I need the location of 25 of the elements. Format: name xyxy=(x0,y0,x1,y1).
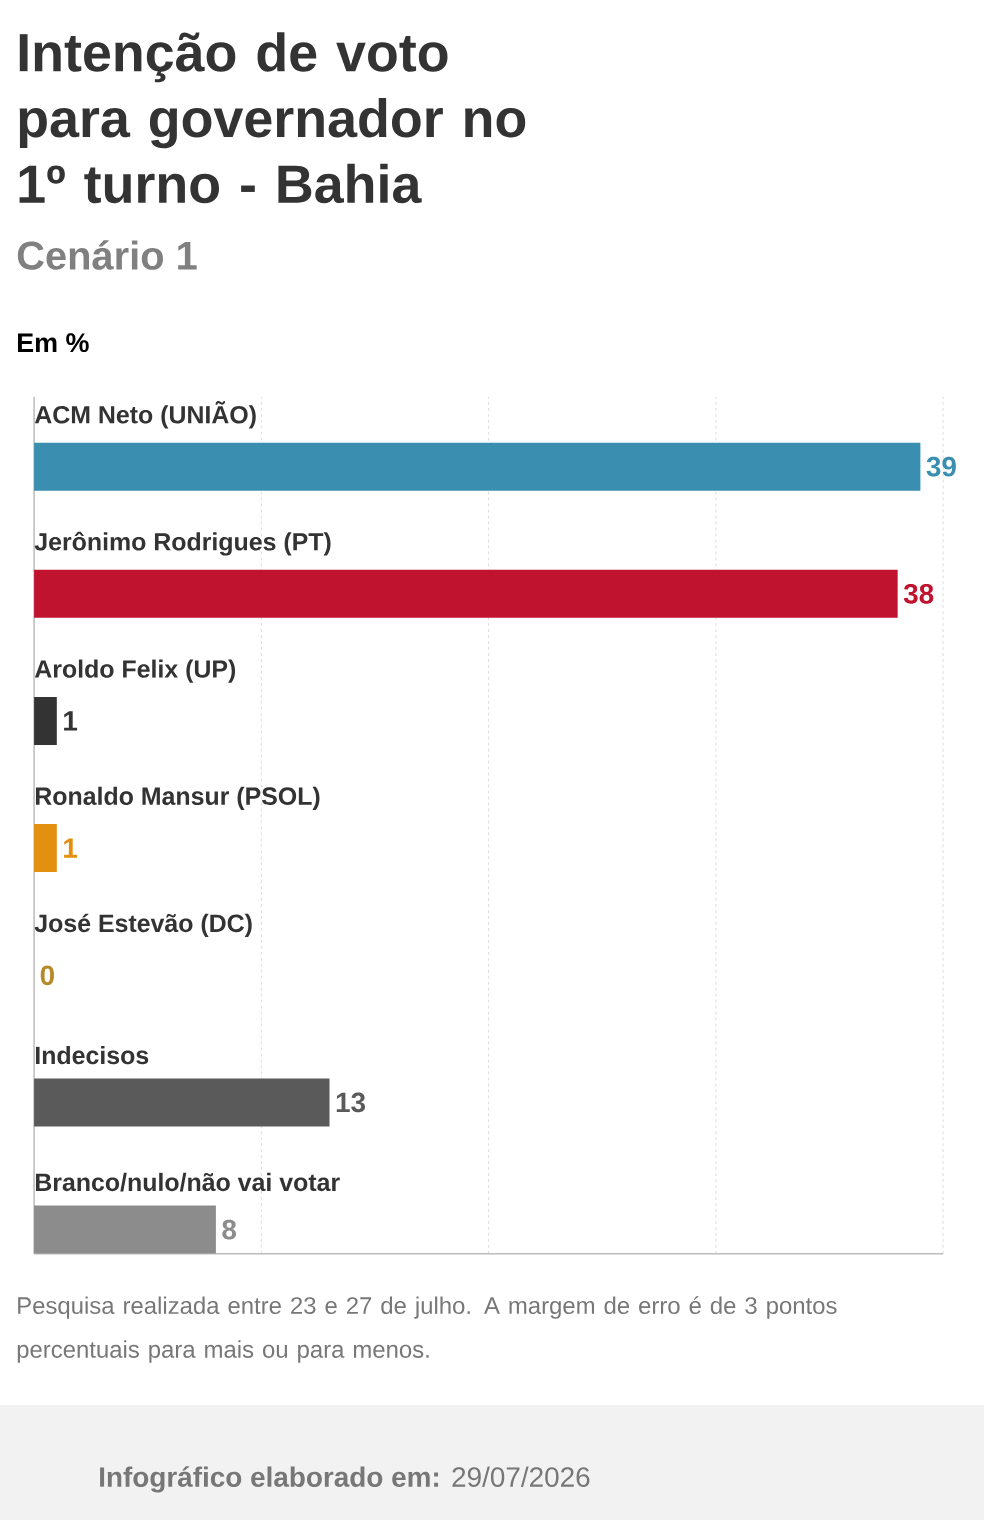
chart-title: Intenção de voto para governador no 1º turno - Bahia xyxy=(19,32,526,204)
data-label: 8 xyxy=(222,1219,237,1240)
data-label: 1 xyxy=(64,711,78,731)
text: Em % xyxy=(18,333,89,353)
bar xyxy=(34,442,921,491)
data-label: 13 xyxy=(336,1092,366,1113)
data-label: 1 xyxy=(64,838,78,858)
chart-subtitle: Cenário 1 xyxy=(17,240,197,270)
y-tick-label: Indecisos xyxy=(35,1045,149,1065)
y-tick-label: Ronaldo Mansur (PSOL) xyxy=(35,786,320,810)
text: Pesquisa realizada entre 23 e 27 de julho. A margem de erro é de 3 pontos percentuais para mais ou para menos. xyxy=(17,1296,837,1363)
bar xyxy=(34,1078,330,1127)
bar xyxy=(34,1205,216,1254)
y-tick-label: Jerônimo Rodrigues (PT) xyxy=(34,531,331,556)
bar xyxy=(34,696,57,745)
y-tick-label: José Estevão (DC) xyxy=(34,913,252,938)
bar xyxy=(34,569,898,618)
bar xyxy=(34,824,57,873)
y-tick-label: Aroldo Felix (UP) xyxy=(34,659,236,683)
text: Infográfico elaborado em: 29/07/2026 xyxy=(100,1466,590,1493)
y-tick-label: ACM Neto (UNIÃO) xyxy=(34,401,256,429)
data-label: 39 xyxy=(926,456,956,477)
data-label: 0 xyxy=(40,965,54,986)
y-tick-label: Branco/nulo/não vai votar xyxy=(35,1172,340,1192)
data-label: 38 xyxy=(903,583,934,604)
